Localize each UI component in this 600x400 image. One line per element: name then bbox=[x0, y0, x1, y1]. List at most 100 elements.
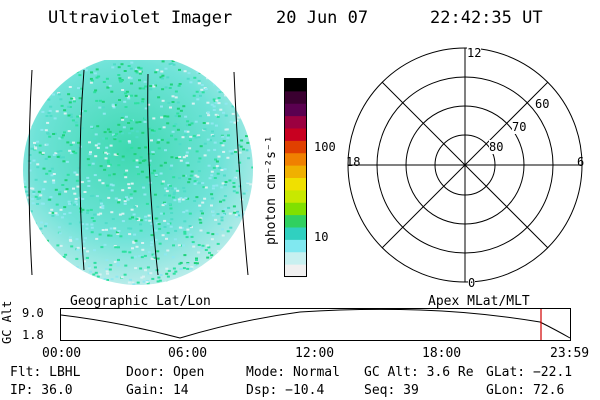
aurora-speckle bbox=[250, 263, 253, 266]
aurora-speckle bbox=[206, 271, 210, 274]
aurora-disk-background bbox=[23, 60, 253, 285]
aurora-speckle bbox=[223, 195, 227, 198]
aurora-speckle bbox=[222, 139, 226, 142]
aurora-speckle bbox=[99, 199, 103, 202]
aurora-speckle bbox=[247, 157, 251, 160]
aurora-speckle bbox=[198, 204, 202, 207]
aurora-speckle bbox=[166, 122, 170, 125]
geographic-caption: Geographic Lat/Lon bbox=[70, 294, 211, 309]
aurora-speckle bbox=[97, 142, 101, 145]
aurora-speckle bbox=[34, 178, 38, 181]
aurora-speckle bbox=[239, 109, 243, 112]
aurora-speckle bbox=[179, 159, 183, 162]
aurora-speckle bbox=[197, 66, 201, 69]
aurora-speckle bbox=[177, 84, 181, 87]
aurora-speckle bbox=[184, 197, 188, 200]
aurora-speckle bbox=[232, 185, 236, 188]
aurora-speckle bbox=[200, 88, 204, 91]
aurora-speckle bbox=[31, 238, 35, 241]
aurora-speckle bbox=[189, 135, 193, 138]
ip-info: IP: 36.0 bbox=[10, 383, 73, 398]
aurora-speckle bbox=[134, 239, 138, 242]
aurora-speckle bbox=[92, 273, 96, 276]
aurora-speckle bbox=[127, 186, 131, 189]
aurora-speckle bbox=[175, 157, 179, 159]
aurora-speckle bbox=[58, 265, 62, 267]
aurora-speckle bbox=[106, 272, 109, 275]
aurora-speckle bbox=[36, 198, 40, 200]
aurora-speckle bbox=[81, 208, 85, 211]
aurora-speckle bbox=[30, 147, 34, 150]
aurora-speckle bbox=[163, 194, 167, 197]
aurora-speckle bbox=[211, 210, 215, 213]
aurora-speckle bbox=[242, 283, 246, 285]
aurora-speckle bbox=[94, 89, 98, 92]
aurora-speckle bbox=[161, 234, 165, 237]
aurora-speckle bbox=[135, 205, 138, 208]
aurora-speckle bbox=[186, 164, 190, 167]
aurora-speckle bbox=[87, 164, 91, 167]
aurora-speckle bbox=[44, 222, 48, 225]
aurora-speckle bbox=[232, 190, 236, 193]
aurora-speckle bbox=[183, 70, 187, 73]
aurora-speckle bbox=[39, 84, 43, 87]
aurora-speckle bbox=[44, 157, 48, 160]
aurora-speckle bbox=[192, 245, 196, 248]
aurora-speckle bbox=[38, 60, 42, 63]
aurora-speckle bbox=[42, 86, 46, 88]
aurora-speckle bbox=[237, 214, 241, 217]
aurora-speckle bbox=[210, 174, 214, 177]
aurora-speckle bbox=[23, 226, 24, 229]
aurora-speckle bbox=[65, 160, 69, 163]
aurora-speckle bbox=[200, 65, 204, 68]
aurora-speckle bbox=[227, 206, 231, 209]
aurora-speckle bbox=[243, 210, 247, 213]
altitude-curve bbox=[60, 308, 571, 339]
aurora-speckle bbox=[217, 155, 221, 158]
aurora-speckle bbox=[162, 126, 166, 129]
aurora-speckle bbox=[97, 75, 101, 78]
aurora-speckle bbox=[195, 150, 199, 153]
aurora-speckle bbox=[174, 90, 178, 93]
aurora-speckle bbox=[215, 268, 219, 271]
aurora-speckle bbox=[24, 190, 28, 193]
aurora-speckle bbox=[232, 253, 235, 256]
aurora-speckle bbox=[152, 85, 156, 88]
aurora-speckle bbox=[148, 159, 152, 162]
aurora-speckle bbox=[116, 264, 120, 267]
aurora-speckle bbox=[90, 79, 94, 82]
aurora-speckle bbox=[253, 95, 256, 97]
aurora-speckle bbox=[38, 144, 42, 147]
aurora-speckle bbox=[179, 261, 183, 264]
aurora-speckle bbox=[117, 164, 121, 167]
aurora-speckle bbox=[201, 201, 205, 204]
aurora-speckle bbox=[38, 283, 42, 285]
aurora-speckle bbox=[44, 225, 47, 228]
aurora-speckle bbox=[240, 60, 244, 62]
aurora-speckle bbox=[48, 170, 52, 173]
aurora-speckle bbox=[136, 281, 140, 284]
aurora-speckle bbox=[107, 187, 111, 190]
aurora-speckle bbox=[184, 130, 187, 133]
aurora-speckle bbox=[157, 138, 161, 141]
aurora-speckle bbox=[111, 103, 115, 106]
aurora-speckle bbox=[254, 69, 257, 71]
xtick-06: 06:00 bbox=[168, 346, 208, 361]
aurora-speckle bbox=[187, 63, 191, 66]
aurora-speckle bbox=[247, 239, 250, 241]
aurora-speckle bbox=[230, 86, 234, 89]
aurora-speckle bbox=[47, 86, 51, 89]
aurora-speckle bbox=[124, 106, 128, 108]
aurora-speckle bbox=[105, 259, 109, 262]
aurora-speckle bbox=[192, 94, 196, 97]
aurora-speckle bbox=[130, 182, 134, 185]
aurora-speckle bbox=[180, 227, 184, 229]
aurora-speckle bbox=[83, 191, 87, 193]
aurora-speckle bbox=[197, 244, 201, 246]
aurora-speckle bbox=[40, 221, 43, 224]
aurora-speckle bbox=[129, 193, 133, 196]
aurora-speckle bbox=[129, 67, 133, 70]
aurora-speckle bbox=[151, 152, 155, 155]
aurora-speckle bbox=[53, 117, 57, 120]
aurora-speckle bbox=[241, 107, 244, 109]
